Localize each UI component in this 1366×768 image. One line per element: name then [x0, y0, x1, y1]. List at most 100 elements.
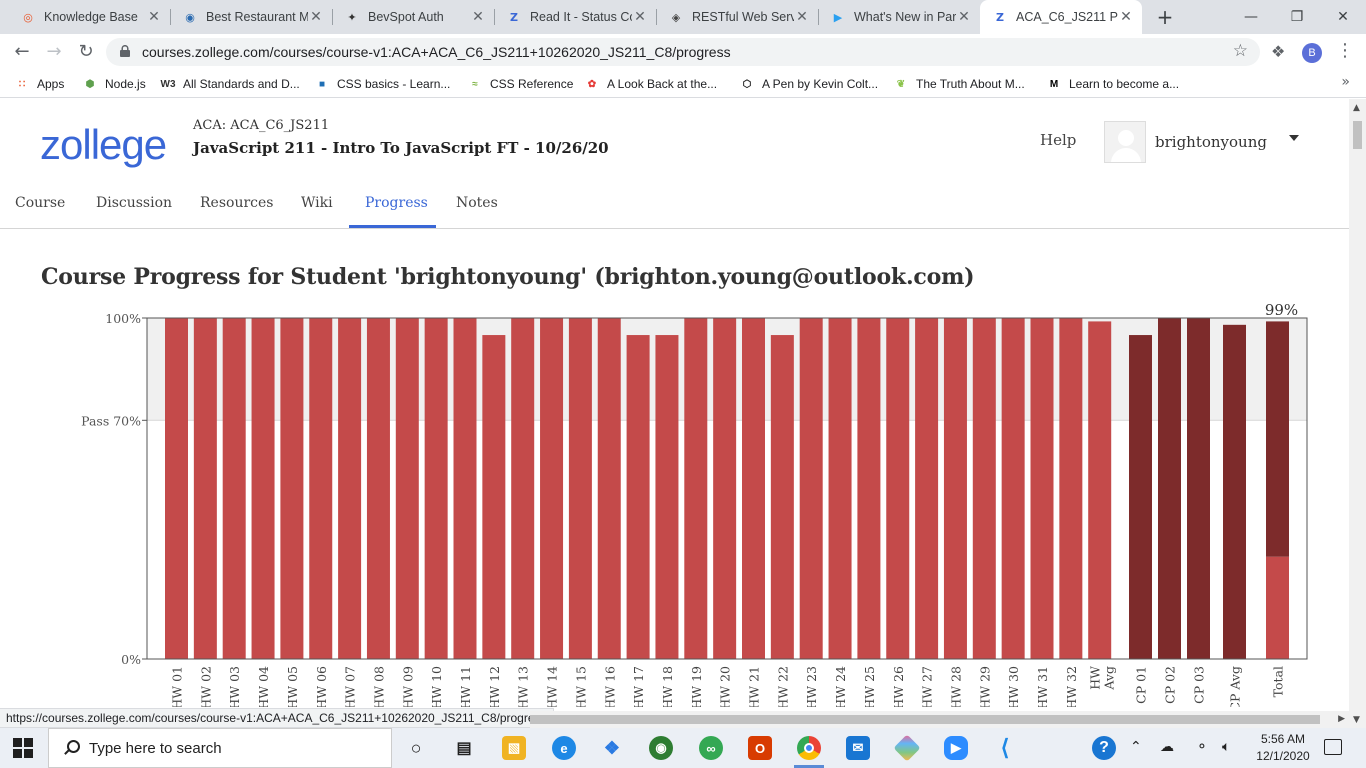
clock-date[interactable]: 12/1/2020	[1256, 749, 1310, 763]
user-menu[interactable]: brightonyoung	[1104, 121, 1312, 163]
close-tab-icon[interactable]: ✕	[310, 9, 322, 25]
bookmark-item[interactable]: ■ CSS basics - Learn...	[315, 76, 450, 92]
wifi-icon[interactable]: ⚬	[1196, 739, 1208, 755]
file-explorer-icon[interactable]: ▧	[502, 736, 526, 760]
close-tab-icon[interactable]: ✕	[472, 9, 484, 25]
bookmark-label: Node.js	[105, 77, 146, 91]
chrome-icon[interactable]	[797, 736, 821, 760]
x-tick-label: HW 12	[487, 666, 502, 707]
mdn-icon: ■	[318, 78, 326, 90]
extensions-puzzle-icon[interactable]: ❖	[1271, 42, 1286, 61]
clock-time[interactable]: 5:56 AM	[1260, 732, 1306, 746]
sync-cloud-icon[interactable]: ☁	[1160, 739, 1174, 755]
bookmark-item[interactable]: ✿ A Look Back at the...	[585, 76, 717, 92]
x-tick-label: HW 28	[948, 666, 963, 707]
close-tab-icon[interactable]: ✕	[634, 9, 646, 25]
chart-bar	[828, 318, 852, 659]
caret-down-icon[interactable]	[1289, 135, 1299, 141]
x-tick-label: HW 25	[862, 666, 877, 707]
profile-avatar[interactable]: B	[1302, 43, 1322, 63]
bookmark-item[interactable]: ⬡ A Pen by Kevin Colt...	[740, 76, 878, 92]
chrome-active-indicator	[794, 765, 824, 768]
chart-bar	[193, 318, 217, 659]
dropbox-icon[interactable]: ❖	[603, 737, 621, 758]
browser-tab[interactable]: ✦ BevSpot Auth ✕	[332, 0, 494, 34]
windows-taskbar: Type here to search ○ ▤ ▧ e ❖ ◉ ∞ O ✉ ▶ …	[0, 728, 1366, 768]
status-bar-url: https://courses.zollege.com/courses/cour…	[0, 708, 554, 728]
browser-tab-title: Best Restaurant M	[206, 10, 308, 24]
help-link[interactable]: Help	[1040, 131, 1077, 149]
reload-icon[interactable]: ↻	[78, 41, 94, 62]
tripadvisor-icon[interactable]: ∞	[699, 736, 723, 760]
browser-menu-icon[interactable]: ⋮	[1336, 40, 1354, 61]
chart-bar	[568, 318, 592, 659]
tab-discussion[interactable]: Discussion	[96, 195, 173, 211]
chart-bar	[1223, 324, 1246, 659]
restore-button[interactable]: ❐	[1290, 9, 1304, 25]
taskbar-search-box[interactable]: Type here to search	[48, 728, 392, 768]
bookmark-star-icon[interactable]: ☆	[1232, 41, 1248, 61]
x-tick-label: HW 14	[545, 666, 560, 707]
close-tab-icon[interactable]: ✕	[796, 9, 808, 25]
chevron-up-icon[interactable]: ⌃	[1130, 739, 1142, 755]
notifications-icon[interactable]	[1324, 739, 1342, 755]
bookmark-item[interactable]: ∷ Apps	[15, 76, 65, 92]
mail-icon[interactable]: ✉	[846, 736, 870, 760]
browser-tab[interactable]: ◉ Best Restaurant M ✕	[170, 0, 332, 34]
bookmark-item[interactable]: ≈ CSS Reference	[468, 76, 573, 92]
new-tab-button[interactable]: +	[1156, 5, 1174, 29]
chart-bar	[251, 318, 275, 659]
chart-bar	[540, 318, 564, 659]
bookmark-item[interactable]: M Learn to become a...	[1047, 76, 1179, 92]
chart-bar	[280, 318, 304, 659]
x-tick-label: HW 29	[977, 666, 992, 707]
x-tick-label: HW 16	[602, 666, 617, 707]
taskbar-search-placeholder: Type here to search	[89, 739, 222, 757]
close-tab-icon[interactable]: ✕	[958, 9, 970, 25]
horizontal-scrollbar[interactable]: ▶	[530, 711, 1349, 728]
chart-bar	[366, 318, 390, 659]
browser-tab-strip: ◎ Knowledge Base ✕ ◉ Best Restaurant M ✕ ✦ BevS…	[0, 0, 1366, 34]
browser-tab[interactable]: ◈ RESTful Web Servic✕	[656, 0, 818, 34]
x-tick-label: HW 18	[660, 666, 675, 707]
chart-bar-segment	[1266, 556, 1289, 659]
tab-resources[interactable]: Resources	[200, 195, 274, 211]
office-icon[interactable]: O	[748, 736, 772, 760]
x-tick-label: HW 22	[775, 666, 790, 707]
task-view-icon[interactable]: ▤	[456, 740, 472, 757]
tab-course[interactable]: Course	[15, 195, 66, 211]
minimize-button[interactable]: —	[1244, 9, 1258, 25]
speaker-icon[interactable]: 🔈︎	[1222, 739, 1231, 755]
evernote-icon[interactable]: ◉	[649, 736, 673, 760]
close-tab-icon[interactable]: ✕	[148, 9, 160, 25]
browser-tab[interactable]: Z Read It - Status Co ✕	[494, 0, 656, 34]
browser-tab[interactable]: ◎ Knowledge Base ✕	[8, 0, 170, 34]
windows-start-icon[interactable]	[13, 738, 33, 758]
zollege-logo[interactable]: zollege	[40, 121, 167, 168]
browser-tab[interactable]: ▶ What's New in Par ✕	[818, 0, 980, 34]
close-window-button[interactable]: ✕	[1337, 9, 1349, 25]
bookmark-item[interactable]: ⬢ Node.js	[83, 76, 146, 92]
vscode-icon[interactable]: ⟨	[1000, 735, 1010, 760]
back-arrow-icon[interactable]: ←	[14, 41, 30, 62]
bookmark-item[interactable]: ❦ The Truth About M...	[894, 76, 1025, 92]
bookmark-item[interactable]: W3 All Standards and D...	[161, 76, 300, 92]
edge-browser-icon[interactable]: e	[552, 736, 576, 760]
vertical-scrollbar[interactable]: ▲ ▼	[1349, 99, 1366, 728]
chart-bar	[338, 318, 362, 659]
browser-tab[interactable]: Z ACA_C6_JS211 Pro ✕	[980, 0, 1142, 34]
tab-progress[interactable]: Progress	[365, 195, 428, 211]
close-tab-icon[interactable]: ✕	[1120, 9, 1132, 25]
cortana-circle-icon[interactable]: ○	[410, 737, 422, 758]
codepen-icon: ⬡	[742, 78, 752, 90]
bookmarks-overflow-icon[interactable]: »	[1341, 74, 1350, 90]
x-tick-label: HW 07	[343, 666, 358, 707]
help-question-icon[interactable]: ?	[1092, 736, 1116, 760]
paint-3d-icon[interactable]	[893, 734, 921, 762]
zoom-icon[interactable]: ▶	[944, 736, 968, 760]
browser-tab-title: RESTful Web Servic	[692, 10, 794, 24]
forward-arrow-icon[interactable]: →	[46, 41, 62, 62]
tab-wiki[interactable]: Wiki	[301, 195, 333, 211]
tab-notes[interactable]: Notes	[456, 195, 498, 211]
address-bar[interactable]: courses.zollege.com/courses/course-v1:AC…	[106, 38, 1260, 66]
